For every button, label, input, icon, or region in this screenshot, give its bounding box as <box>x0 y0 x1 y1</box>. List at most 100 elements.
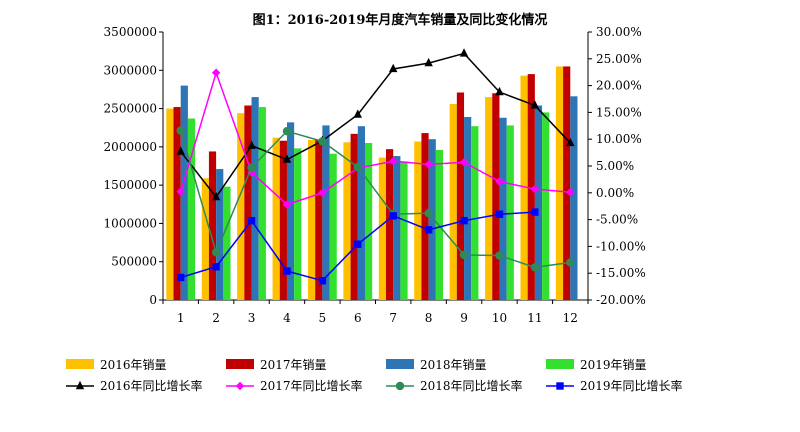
bar <box>449 103 457 300</box>
bar <box>570 96 578 300</box>
line-point <box>283 267 291 275</box>
bar <box>378 157 387 300</box>
bar <box>187 118 196 300</box>
bar <box>364 143 373 300</box>
bar <box>272 137 280 300</box>
line-point <box>495 177 504 186</box>
bar <box>166 108 174 300</box>
legend-label: 2019年同比增长率 <box>580 378 683 393</box>
legend-label: 2019年销量 <box>580 358 647 372</box>
y-right-tick-label: 15.00% <box>596 105 642 119</box>
x-tick-label: 1 <box>177 311 185 325</box>
bar <box>180 85 188 300</box>
line-point <box>353 109 362 118</box>
line-point <box>495 210 504 218</box>
bar <box>307 139 316 300</box>
line-point <box>531 208 539 216</box>
bar <box>400 161 408 300</box>
line-point <box>247 163 256 172</box>
line-point <box>459 48 469 57</box>
bar <box>216 169 224 300</box>
line-point <box>424 57 433 67</box>
bar <box>527 74 535 300</box>
legend-label: 2018年同比增长率 <box>420 378 523 393</box>
line-point <box>318 137 327 146</box>
x-tick-label: 8 <box>425 311 433 325</box>
bar <box>201 178 209 300</box>
y-left-tick-label: 2500000 <box>104 102 157 116</box>
bar <box>520 75 528 300</box>
line-point <box>75 380 85 390</box>
line-point <box>282 200 292 209</box>
chart-title: 图1：2016-2019年月度汽车销量及同比变化情况 <box>253 12 548 28</box>
line-point <box>459 158 469 167</box>
bar <box>414 141 422 300</box>
legend-label: 2018年销量 <box>420 358 487 372</box>
bar <box>456 92 465 301</box>
bar <box>173 107 181 300</box>
bar <box>322 125 330 300</box>
bar <box>499 117 507 300</box>
bar <box>555 66 564 300</box>
bar <box>208 151 217 300</box>
bar <box>251 97 259 300</box>
bar <box>237 113 245 300</box>
line-point <box>211 191 221 201</box>
line-point <box>459 250 469 260</box>
line-point <box>389 156 398 166</box>
x-tick-label: 2 <box>212 311 220 325</box>
legend-label: 2016年销量 <box>100 358 167 372</box>
x-tick-label: 9 <box>460 311 468 325</box>
y-left-tick-label: 500000 <box>111 255 157 269</box>
y-left-tick-label: 2000000 <box>104 140 157 154</box>
y-left-tick-label: 0 <box>149 293 157 307</box>
line-point <box>495 86 504 96</box>
bar <box>492 93 500 300</box>
y-left-tick-label: 3500000 <box>104 25 157 39</box>
bars <box>166 66 578 301</box>
bar <box>286 122 295 301</box>
bar <box>386 149 394 300</box>
line-point <box>211 248 221 257</box>
line-point <box>177 273 185 282</box>
bar <box>393 156 401 300</box>
line-point <box>566 258 575 267</box>
line-point <box>247 216 256 225</box>
bar <box>329 153 337 300</box>
legend-label: 2017年销量 <box>260 358 327 372</box>
line-point <box>211 68 221 77</box>
x-tick-label: 12 <box>563 311 578 325</box>
x-tick-label: 5 <box>319 311 327 325</box>
legend-label: 2017年同比增长率 <box>260 378 363 393</box>
bar <box>294 148 302 300</box>
line-point <box>530 100 540 109</box>
x-tick-label: 10 <box>492 311 507 325</box>
y-right-tick-label: 30.00% <box>596 25 642 39</box>
line-point <box>282 126 292 136</box>
bar <box>542 112 550 301</box>
line-point <box>395 381 405 391</box>
line-point <box>282 154 292 163</box>
legend-label: 2016年同比增长率 <box>100 378 203 393</box>
bar <box>563 66 571 300</box>
bar <box>343 142 351 300</box>
line-point <box>176 126 185 135</box>
bar <box>534 105 543 300</box>
line-point <box>424 226 433 234</box>
line-point <box>354 240 362 248</box>
line-point <box>212 263 220 271</box>
legend: 2016年销量 2017年销量 2018年销量 2019年销量 2016年同比增长率 20… <box>66 358 683 393</box>
legend-swatch <box>386 359 414 369</box>
line-point <box>318 188 327 197</box>
y-right-tick-label: -10.00% <box>596 239 646 253</box>
legend-swatch <box>546 359 574 369</box>
line-point <box>318 277 327 285</box>
legend-swatch <box>66 359 94 369</box>
y-left-tick-label: 3000000 <box>104 63 157 77</box>
bar <box>315 139 323 300</box>
bar <box>279 140 287 300</box>
x-tick-label: 7 <box>389 311 397 325</box>
y-right-tick-label: 20.00% <box>596 79 642 93</box>
line-point <box>389 63 398 73</box>
y-right-tick-label: -20.00% <box>596 293 646 307</box>
